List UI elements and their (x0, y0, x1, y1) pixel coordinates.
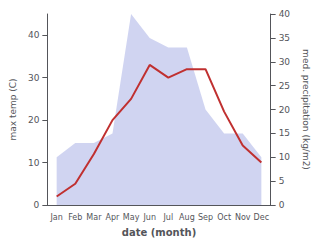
svg-text:Mar: Mar (86, 213, 102, 222)
svg-text:25: 25 (279, 81, 290, 91)
svg-text:0: 0 (279, 200, 285, 210)
svg-text:Aug: Aug (179, 213, 195, 222)
svg-text:15: 15 (279, 128, 290, 138)
svg-text:40: 40 (28, 30, 40, 40)
svg-text:40: 40 (279, 9, 291, 19)
svg-text:Jun: Jun (142, 213, 156, 222)
svg-text:Oct: Oct (217, 213, 231, 222)
svg-text:20: 20 (279, 105, 291, 115)
svg-text:10: 10 (279, 152, 291, 162)
svg-text:20: 20 (28, 115, 40, 125)
svg-text:Nov: Nov (235, 213, 251, 222)
svg-text:May: May (123, 213, 140, 222)
svg-text:med. precipitation (kg/m2): med. precipitation (kg/m2) (301, 49, 311, 170)
svg-text:Apr: Apr (106, 213, 121, 222)
svg-text:0: 0 (34, 200, 40, 210)
svg-text:30: 30 (279, 57, 291, 67)
svg-text:Jan: Jan (49, 213, 62, 222)
svg-text:10: 10 (28, 158, 40, 168)
svg-text:max temp (C): max temp (C) (8, 78, 18, 140)
svg-text:Sep: Sep (198, 213, 213, 222)
svg-text:Dec: Dec (254, 213, 269, 222)
svg-text:Feb: Feb (68, 213, 82, 222)
svg-text:5: 5 (279, 176, 285, 186)
svg-text:Jul: Jul (162, 213, 173, 222)
svg-text:date (month): date (month) (122, 227, 196, 238)
svg-text:30: 30 (28, 73, 40, 83)
svg-text:35: 35 (279, 33, 290, 43)
